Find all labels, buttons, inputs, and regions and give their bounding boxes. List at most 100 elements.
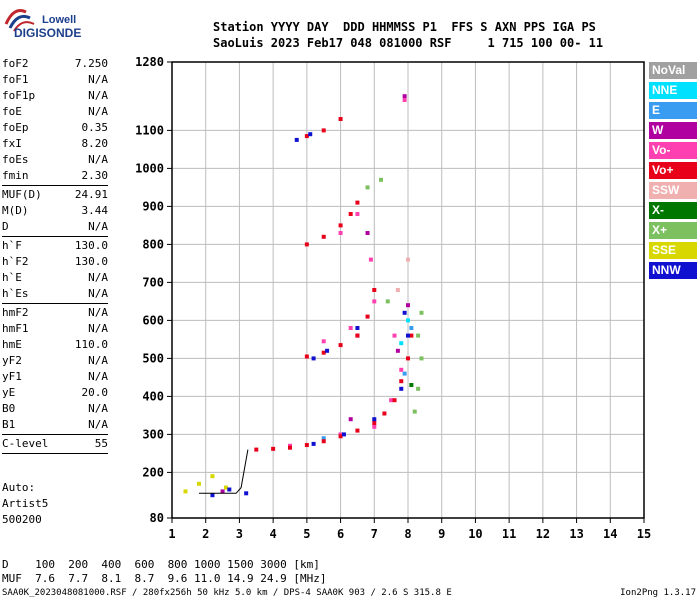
echo-point xyxy=(372,421,377,425)
param-row: foEp 0.35 xyxy=(2,120,108,136)
param-row: h`F 130.0 xyxy=(2,238,108,254)
echo-point xyxy=(355,212,360,216)
param-value: 3.44 xyxy=(81,204,109,217)
param-row: C-level 55 xyxy=(2,436,108,452)
param-value: N/A xyxy=(88,306,108,319)
echo-point xyxy=(325,348,330,353)
echo-point xyxy=(321,350,326,355)
echo-point xyxy=(321,439,326,444)
autoscaling-info: Auto: Artist5 500200 xyxy=(2,480,48,528)
echo-point xyxy=(379,177,384,182)
echo-point xyxy=(406,303,410,308)
param-key: h`F xyxy=(2,239,22,252)
series-x- xyxy=(365,177,424,414)
echo-point xyxy=(406,356,410,361)
x-tick-label: 6 xyxy=(337,527,344,541)
echo-point xyxy=(321,436,326,441)
echo-point xyxy=(409,333,414,338)
param-row: hmF1 N/A xyxy=(2,321,108,337)
header-line1: Station YYYY DAY DDD HHMMSS P1 FFS S AXN… xyxy=(213,20,596,34)
param-row: fxI 8.20 xyxy=(2,136,108,152)
param-separator xyxy=(2,434,108,435)
param-value: 0.35 xyxy=(81,121,109,134)
param-value: 130.0 xyxy=(74,239,108,252)
echo-point xyxy=(348,417,353,422)
echo-point xyxy=(321,128,326,133)
param-row: h`Es N/A xyxy=(2,286,108,302)
echo-point xyxy=(341,432,346,437)
series-sse xyxy=(183,474,228,494)
param-row: h`F2 130.0 xyxy=(2,254,108,270)
polarization-legend: NoVal NNE E W Vo- Vo+ SSW X- X+ SSE NNW xyxy=(649,62,697,282)
echo-point xyxy=(389,398,394,403)
param-separator xyxy=(2,236,108,237)
y-tick-label: 800 xyxy=(142,237,164,251)
param-value: 7.250 xyxy=(74,57,108,70)
x-tick-label: 7 xyxy=(371,527,378,541)
autoscaled-trace-line xyxy=(199,449,249,494)
legend-item-ssw: SSW xyxy=(649,182,697,199)
y-tick-label: 80 xyxy=(150,511,164,525)
echo-point xyxy=(304,354,309,359)
param-value: 20.0 xyxy=(81,386,109,399)
echo-point xyxy=(338,343,343,348)
param-key: h`E xyxy=(2,271,22,284)
station-header: Station YYYY DAY DDD HHMMSS P1 FFS S AXN… xyxy=(213,19,603,51)
param-separator xyxy=(2,303,108,304)
series-w xyxy=(220,94,410,494)
x-tick-label: 10 xyxy=(468,527,482,541)
x-tick-label: 5 xyxy=(303,527,310,541)
echo-points xyxy=(183,94,424,498)
header-line2: SaoLuis 2023 Feb17 048 081000 RSF 1 715 … xyxy=(213,36,604,50)
param-row: B1 N/A xyxy=(2,417,108,433)
file-footer: SAA0K_2023048081000.RSF / 280fx256h 50 k… xyxy=(2,588,452,598)
param-key: foEp xyxy=(2,121,29,134)
y-tick-label: 1100 xyxy=(135,123,164,137)
scaled-parameters-panel: foF2 7.250 foF1 N/A foF1p N/A foE N/A foEp 0.35 fx… xyxy=(2,56,108,455)
echo-point xyxy=(392,398,397,403)
param-key: yF1 xyxy=(2,370,22,383)
param-value: 55 xyxy=(94,437,108,450)
param-row: foE N/A xyxy=(2,104,108,120)
y-tick-label: 600 xyxy=(142,313,164,327)
param-row: fmin 2.30 xyxy=(2,168,108,184)
axis-tick-labels: 1 2 3 4 5 6 7 8 9 10 11 12 13 14 158020030040050060070… xyxy=(135,55,651,541)
antenna-icon xyxy=(4,9,35,32)
echo-point xyxy=(183,489,188,494)
plot-frame xyxy=(171,61,645,519)
param-row: yF2 N/A xyxy=(2,353,108,369)
param-key: B0 xyxy=(2,402,16,415)
x-tick-label: 13 xyxy=(569,527,583,541)
y-tick-label: 400 xyxy=(142,389,164,403)
echo-point xyxy=(338,434,343,439)
version-label: Ion2Png 1.3.17 xyxy=(620,588,696,598)
param-row: yE 20.0 xyxy=(2,385,108,401)
legend-item-nnw: NNW xyxy=(649,262,697,279)
echo-point xyxy=(338,231,343,235)
chart-grid xyxy=(167,61,645,523)
echo-point xyxy=(348,326,353,330)
param-key: D xyxy=(2,220,9,233)
param-row: D N/A xyxy=(2,219,108,235)
x-tick-label: 11 xyxy=(502,527,516,541)
echo-point xyxy=(338,223,343,228)
series-nnw xyxy=(210,132,410,498)
echo-point xyxy=(338,117,343,121)
echo-point xyxy=(368,257,373,262)
echo-point xyxy=(365,231,370,235)
param-value: N/A xyxy=(88,89,108,102)
param-key: h`F2 xyxy=(2,255,29,268)
y-tick-label: 1000 xyxy=(135,161,164,175)
y-tick-label: 300 xyxy=(142,427,164,441)
param-key: hmF2 xyxy=(2,306,29,319)
echo-point xyxy=(244,491,249,496)
param-row: B0 N/A xyxy=(2,401,108,417)
echo-point xyxy=(294,137,299,142)
echo-point xyxy=(372,299,377,304)
param-value: N/A xyxy=(88,287,108,300)
echo-point xyxy=(355,200,360,205)
echo-point xyxy=(382,411,387,416)
param-key: M(D) xyxy=(2,204,29,217)
x-tick-label: 15 xyxy=(637,527,651,541)
